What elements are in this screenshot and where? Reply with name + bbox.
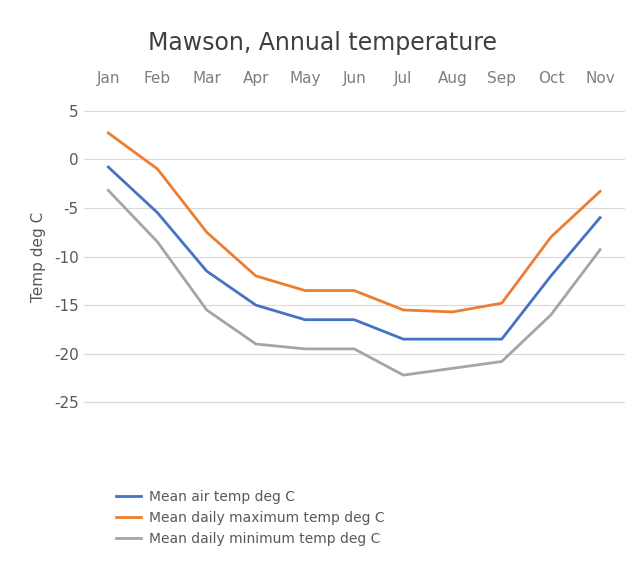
Mean daily minimum temp deg C <box>252 341 260 348</box>
Y-axis label: Temp deg C: Temp deg C <box>31 211 46 302</box>
Legend: Mean air temp deg C, Mean daily maximum temp deg C, Mean daily minimum temp deg : Mean air temp deg C, Mean daily maximum … <box>110 484 390 552</box>
Mean air temp deg C <box>596 214 604 221</box>
Mean daily maximum temp deg C <box>449 308 457 315</box>
Mean air temp deg C <box>399 336 407 343</box>
Mean daily maximum temp deg C <box>596 188 604 195</box>
Mean air temp deg C <box>252 302 260 308</box>
Mean air temp deg C <box>104 164 112 170</box>
Mean daily minimum temp deg C <box>301 345 309 352</box>
Mean daily maximum temp deg C <box>104 129 112 136</box>
Mean air temp deg C <box>203 268 211 275</box>
Mean daily maximum temp deg C <box>547 234 554 241</box>
Mean daily maximum temp deg C <box>252 272 260 279</box>
Mean daily minimum temp deg C <box>350 345 358 352</box>
Mean daily maximum temp deg C <box>350 287 358 294</box>
Line: Mean daily minimum temp deg C: Mean daily minimum temp deg C <box>108 190 600 375</box>
Mean daily maximum temp deg C <box>203 229 211 235</box>
Line: Mean air temp deg C: Mean air temp deg C <box>108 167 600 339</box>
Mean daily minimum temp deg C <box>104 187 112 194</box>
Mean daily minimum temp deg C <box>547 311 554 318</box>
Text: Mawson, Annual temperature: Mawson, Annual temperature <box>147 31 497 55</box>
Mean daily minimum temp deg C <box>498 358 506 365</box>
Mean daily maximum temp deg C <box>154 165 162 172</box>
Mean air temp deg C <box>547 272 554 279</box>
Mean daily minimum temp deg C <box>399 372 407 378</box>
Mean daily minimum temp deg C <box>449 365 457 372</box>
Mean daily minimum temp deg C <box>596 246 604 253</box>
Mean daily minimum temp deg C <box>154 238 162 245</box>
Mean daily maximum temp deg C <box>498 300 506 307</box>
Line: Mean daily maximum temp deg C: Mean daily maximum temp deg C <box>108 133 600 312</box>
Mean daily maximum temp deg C <box>301 287 309 294</box>
Mean air temp deg C <box>449 336 457 343</box>
Mean daily minimum temp deg C <box>203 307 211 314</box>
Mean air temp deg C <box>301 316 309 323</box>
Mean air temp deg C <box>498 336 506 343</box>
Mean daily maximum temp deg C <box>399 307 407 314</box>
Mean air temp deg C <box>350 316 358 323</box>
Mean air temp deg C <box>154 209 162 216</box>
